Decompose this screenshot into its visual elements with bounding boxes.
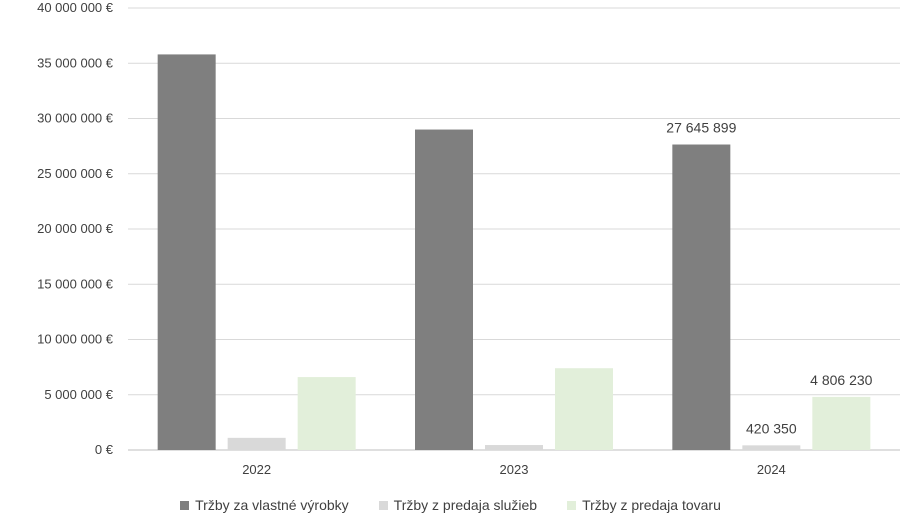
x-tick-label: 2022 (242, 462, 271, 477)
legend-item: Tržby z predaja tovaru (567, 497, 721, 513)
data-label: 4 806 230 (810, 372, 872, 388)
y-tick-label: 15 000 000 € (37, 276, 114, 291)
bar-2023-series-2 (485, 445, 543, 450)
legend-label: Tržby z predaja tovaru (582, 497, 721, 513)
legend-label: Tržby z predaja služieb (393, 497, 538, 513)
y-tick-label: 35 000 000 € (37, 55, 114, 70)
data-label: 420 350 (746, 420, 797, 436)
chart-legend: Tržby za vlastné výrobky Tržby z predaja … (0, 497, 901, 513)
legend-swatch (567, 500, 577, 510)
y-tick-label: 10 000 000 € (37, 332, 114, 347)
bar-chart: 0 € 5 000 000 € 10 000 000 € 15 000 000 € 20… (37, 0, 900, 477)
y-tick-label: 30 000 000 € (37, 111, 114, 126)
bar-2023-series-3 (555, 368, 613, 450)
bar-2022-series-1 (157, 54, 216, 450)
y-tick-label: 20 000 000 € (37, 221, 114, 236)
bar-2023-series-1 (415, 129, 473, 451)
y-tick-label: 25 000 000 € (37, 166, 114, 181)
y-tick-label: 5 000 000 € (44, 387, 113, 402)
legend-item: Tržby z predaja služieb (378, 497, 538, 513)
legend-item: Tržby za vlastné výrobky (180, 497, 349, 513)
legend-swatch (180, 500, 190, 510)
x-tick-label: 2023 (500, 462, 529, 477)
y-tick-label: 40 000 000 € (37, 0, 114, 15)
bar-2022-series-3 (297, 377, 356, 450)
legend-label: Tržby za vlastné výrobky (195, 497, 349, 513)
x-tick-label: 2024 (757, 462, 786, 477)
data-label: 27 645 899 (666, 120, 736, 136)
legend-swatch (378, 500, 388, 510)
bar-2022-series-2 (227, 437, 286, 450)
bar-2024-series-3 (812, 396, 871, 450)
bar-2024-series-2 (742, 445, 801, 450)
bar-2024-series-1 (672, 144, 731, 450)
y-tick-label: 0 € (95, 442, 114, 457)
